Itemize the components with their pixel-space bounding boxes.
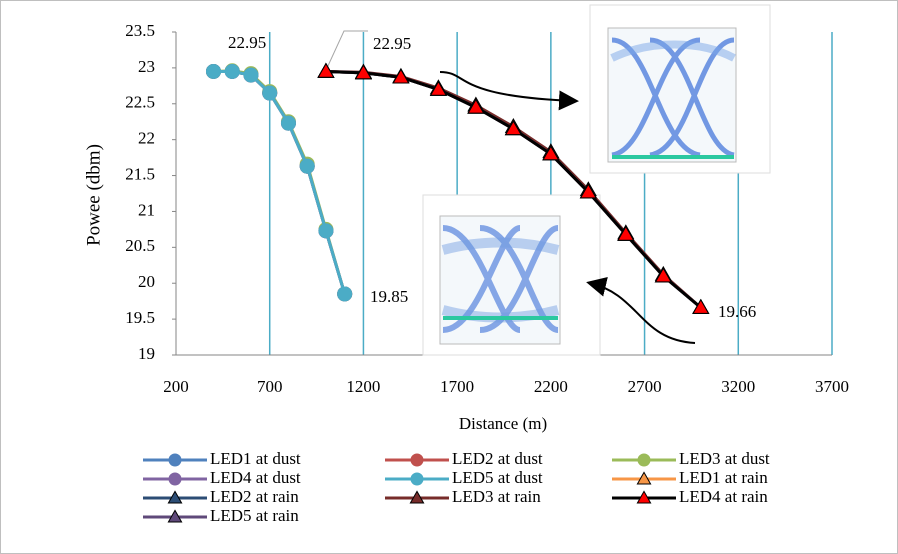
y-tick-label: 23.5 xyxy=(125,21,155,40)
y-tick-label: 22.5 xyxy=(125,93,155,112)
y-axis-title: Powee (dbm) xyxy=(83,144,104,246)
legend-label: LED2 at dust xyxy=(452,449,543,468)
y-tick-label: 21.5 xyxy=(125,164,155,183)
y-tick-label: 23 xyxy=(138,57,155,76)
inset-image xyxy=(590,5,770,173)
legend-label: LED4 at dust xyxy=(210,468,301,487)
marker xyxy=(300,159,314,173)
marker xyxy=(411,454,423,466)
y-tick-label: 19 xyxy=(138,344,155,363)
legend-label: LED3 at dust xyxy=(679,449,770,468)
x-tick-label: 3700 xyxy=(815,377,849,396)
marker xyxy=(225,64,239,78)
x-tick-label: 1200 xyxy=(346,377,380,396)
y-tick-label: 21 xyxy=(138,200,155,219)
marker xyxy=(319,224,333,238)
legend-label: LED4 at rain xyxy=(679,487,768,506)
marker xyxy=(244,68,258,82)
y-tick-label: 19.5 xyxy=(125,308,155,327)
x-axis-title: Distance (m) xyxy=(459,414,547,433)
data-label: 19.66 xyxy=(718,302,756,321)
marker xyxy=(169,473,181,485)
marker xyxy=(411,473,423,485)
legend-label: LED1 at rain xyxy=(679,468,768,487)
marker xyxy=(263,86,277,100)
y-tick-label: 20.5 xyxy=(125,236,155,255)
legend-label: LED2 at rain xyxy=(210,487,299,506)
y-tick-label: 22 xyxy=(138,129,155,148)
data-label: 22.95 xyxy=(228,33,266,52)
x-tick-label: 1700 xyxy=(440,377,474,396)
marker xyxy=(638,454,650,466)
x-tick-label: 2700 xyxy=(628,377,662,396)
data-label: 19.85 xyxy=(370,287,408,306)
inset-image xyxy=(423,195,600,355)
legend-label: LED3 at rain xyxy=(452,487,541,506)
y-tick-label: 20 xyxy=(138,272,155,291)
marker xyxy=(169,454,181,466)
chart: Distance (m) Powee (dbm) 22.95 19.85 22.… xyxy=(0,0,898,554)
legend-label: LED5 at rain xyxy=(210,506,299,525)
marker xyxy=(206,64,220,78)
x-tick-label: 3200 xyxy=(721,377,755,396)
x-tick-label: 700 xyxy=(257,377,283,396)
x-tick-label: 2200 xyxy=(534,377,568,396)
legend-label: LED5 at dust xyxy=(452,468,543,487)
marker xyxy=(338,287,352,301)
marker xyxy=(281,116,295,130)
legend-label: LED1 at dust xyxy=(210,449,301,468)
x-tick-label: 200 xyxy=(163,377,189,396)
data-label: 22.95 xyxy=(373,34,411,53)
